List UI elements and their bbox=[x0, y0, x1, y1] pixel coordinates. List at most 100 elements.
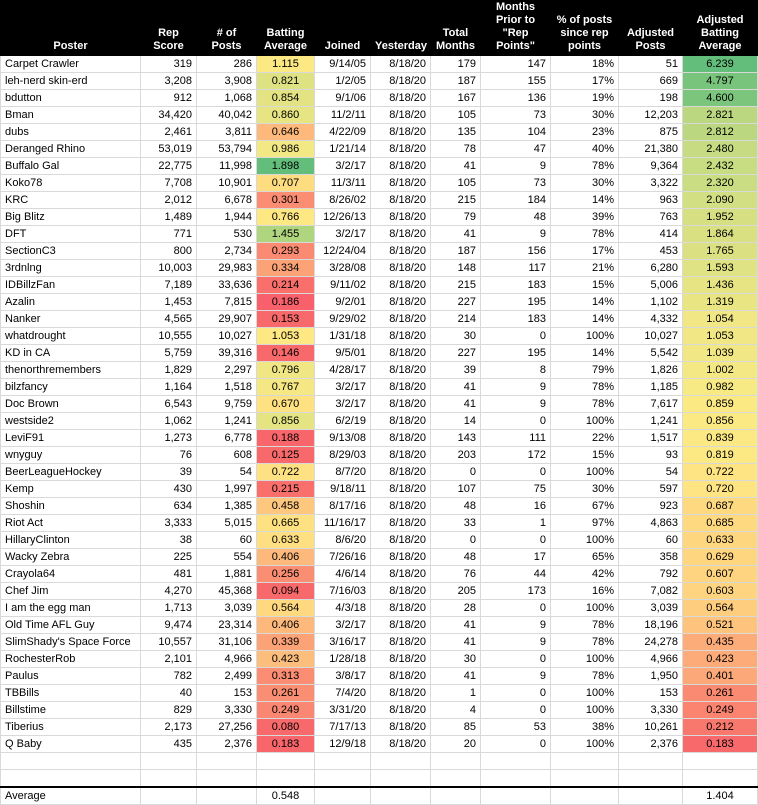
cell-yesterday: 8/18/20 bbox=[370, 684, 431, 702]
empty-cell bbox=[370, 752, 431, 770]
cell-adjusted-posts: 1,185 bbox=[618, 378, 683, 396]
cell-yesterday: 8/18/20 bbox=[370, 259, 431, 277]
cell-batting-average: 0.146 bbox=[256, 344, 315, 362]
cell-yesterday: 8/18/20 bbox=[370, 735, 431, 753]
blank-row bbox=[0, 769, 758, 787]
cell-batting-average: 0.796 bbox=[256, 361, 315, 379]
cell-joined: 12/26/13 bbox=[314, 208, 371, 226]
cell-percent-since: 100% bbox=[550, 684, 619, 702]
cell-months-prior: 147 bbox=[480, 55, 551, 73]
cell-poster: Paulus bbox=[0, 667, 141, 685]
cell-months-prior: 0 bbox=[480, 701, 551, 719]
table-row: thenorthremembers 1,829 2,297 0.796 4/28/17 8… bbox=[0, 361, 758, 379]
cell-posts: 1,944 bbox=[196, 208, 257, 226]
cell-total-months: 215 bbox=[430, 276, 481, 294]
cell-months-prior: 17 bbox=[480, 548, 551, 566]
cell-posts: 40,042 bbox=[196, 106, 257, 124]
cell-batting-average: 0.256 bbox=[256, 565, 315, 583]
empty-cell bbox=[618, 752, 683, 770]
cell-total-months: 187 bbox=[430, 72, 481, 90]
cell-adjusted-batting-average: 0.607 bbox=[682, 565, 758, 583]
cell-percent-since: 78% bbox=[550, 616, 619, 634]
cell-rep-score: 34,420 bbox=[140, 106, 197, 124]
cell-poster: Buffalo Gal bbox=[0, 157, 141, 175]
cell-total-months: 85 bbox=[430, 718, 481, 736]
table-row: bdutton 912 1,068 0.854 9/1/06 8/18/20 167 136 1… bbox=[0, 89, 758, 107]
cell-posts: 31,106 bbox=[196, 633, 257, 651]
cell-poster: HillaryClinton bbox=[0, 531, 141, 549]
cell-batting-average: 0.633 bbox=[256, 531, 315, 549]
cell-yesterday: 8/18/20 bbox=[370, 123, 431, 141]
cell-joined: 9/29/02 bbox=[314, 310, 371, 328]
cell-yesterday: 8/18/20 bbox=[370, 174, 431, 192]
cell-months-prior: 195 bbox=[480, 293, 551, 311]
cell-poster: SectionC3 bbox=[0, 242, 141, 260]
table-row: Riot Act 3,333 5,015 0.665 11/16/17 8/18/20 33… bbox=[0, 514, 758, 532]
cell-adjusted-posts: 669 bbox=[618, 72, 683, 90]
cell-batting-average: 0.986 bbox=[256, 140, 315, 158]
cell-posts: 23,314 bbox=[196, 616, 257, 634]
cell-yesterday: 8/18/20 bbox=[370, 531, 431, 549]
cell-joined: 7/4/20 bbox=[314, 684, 371, 702]
empty-cell bbox=[140, 769, 197, 787]
col-header-adjusted-posts: Adjusted Posts bbox=[618, 0, 683, 56]
cell-joined: 11/16/17 bbox=[314, 514, 371, 532]
cell-adjusted-posts: 60 bbox=[618, 531, 683, 549]
cell-rep-score: 10,557 bbox=[140, 633, 197, 651]
table-row: LeviF91 1,273 6,778 0.188 9/13/08 8/18/20 143 1… bbox=[0, 429, 758, 447]
cell-joined: 9/13/08 bbox=[314, 429, 371, 447]
cell-rep-score: 5,759 bbox=[140, 344, 197, 362]
cell-yesterday: 8/18/20 bbox=[370, 616, 431, 634]
cell-poster: SlimShady's Space Force bbox=[0, 633, 141, 651]
cell-adjusted-posts: 1,950 bbox=[618, 667, 683, 685]
cell-percent-since: 100% bbox=[550, 701, 619, 719]
empty-cell bbox=[550, 752, 619, 770]
table-row: Buffalo Gal 22,775 11,998 1.898 3/2/17 8/18/2… bbox=[0, 157, 758, 175]
cell-adjusted-batting-average: 0.401 bbox=[682, 667, 758, 685]
cell-posts: 554 bbox=[196, 548, 257, 566]
cell-poster: Doc Brown bbox=[0, 395, 141, 413]
cell-adjusted-posts: 6,280 bbox=[618, 259, 683, 277]
cell-total-months: 135 bbox=[430, 123, 481, 141]
cell-adjusted-batting-average: 0.521 bbox=[682, 616, 758, 634]
cell-adjusted-batting-average: 1.765 bbox=[682, 242, 758, 260]
cell-poster: whatdrought bbox=[0, 327, 141, 345]
cell-adjusted-posts: 358 bbox=[618, 548, 683, 566]
cell-percent-since: 17% bbox=[550, 72, 619, 90]
cell-adjusted-posts: 1,102 bbox=[618, 293, 683, 311]
cell-adjusted-posts: 12,203 bbox=[618, 106, 683, 124]
cell-yesterday: 8/18/20 bbox=[370, 327, 431, 345]
cell-poster: leh-nerd skin-erd bbox=[0, 72, 141, 90]
cell-rep-score: 4,565 bbox=[140, 310, 197, 328]
cell-months-prior: 173 bbox=[480, 582, 551, 600]
empty-cell bbox=[550, 785, 619, 805]
cell-yesterday: 8/18/20 bbox=[370, 157, 431, 175]
cell-adjusted-posts: 2,376 bbox=[618, 735, 683, 753]
cell-yesterday: 8/18/20 bbox=[370, 361, 431, 379]
cell-posts: 1,385 bbox=[196, 497, 257, 515]
cell-adjusted-batting-average: 0.685 bbox=[682, 514, 758, 532]
cell-total-months: 79 bbox=[430, 208, 481, 226]
cell-rep-score: 4,270 bbox=[140, 582, 197, 600]
cell-adjusted-posts: 923 bbox=[618, 497, 683, 515]
empty-cell bbox=[618, 785, 683, 805]
cell-total-months: 48 bbox=[430, 548, 481, 566]
cell-months-prior: 53 bbox=[480, 718, 551, 736]
cell-poster: Big Blitz bbox=[0, 208, 141, 226]
table-row: Big Blitz 1,489 1,944 0.766 12/26/13 8/18/20 7… bbox=[0, 208, 758, 226]
cell-adjusted-batting-average: 0.603 bbox=[682, 582, 758, 600]
cell-joined: 9/5/01 bbox=[314, 344, 371, 362]
cell-percent-since: 78% bbox=[550, 395, 619, 413]
cell-joined: 3/28/08 bbox=[314, 259, 371, 277]
table-row: 3rdnlng 10,003 29,983 0.334 3/28/08 8/18/20 14… bbox=[0, 259, 758, 277]
cell-rep-score: 1,713 bbox=[140, 599, 197, 617]
table-row: SlimShady's Space Force 10,557 31,106 0.339… bbox=[0, 633, 758, 651]
header-row: Poster Rep Score # of Posts Batting Aver… bbox=[0, 0, 758, 56]
cell-posts: 1,068 bbox=[196, 89, 257, 107]
cell-adjusted-posts: 763 bbox=[618, 208, 683, 226]
cell-adjusted-posts: 93 bbox=[618, 446, 683, 464]
cell-yesterday: 8/18/20 bbox=[370, 378, 431, 396]
empty-cell bbox=[0, 752, 141, 770]
cell-rep-score: 3,208 bbox=[140, 72, 197, 90]
cell-total-months: 41 bbox=[430, 225, 481, 243]
